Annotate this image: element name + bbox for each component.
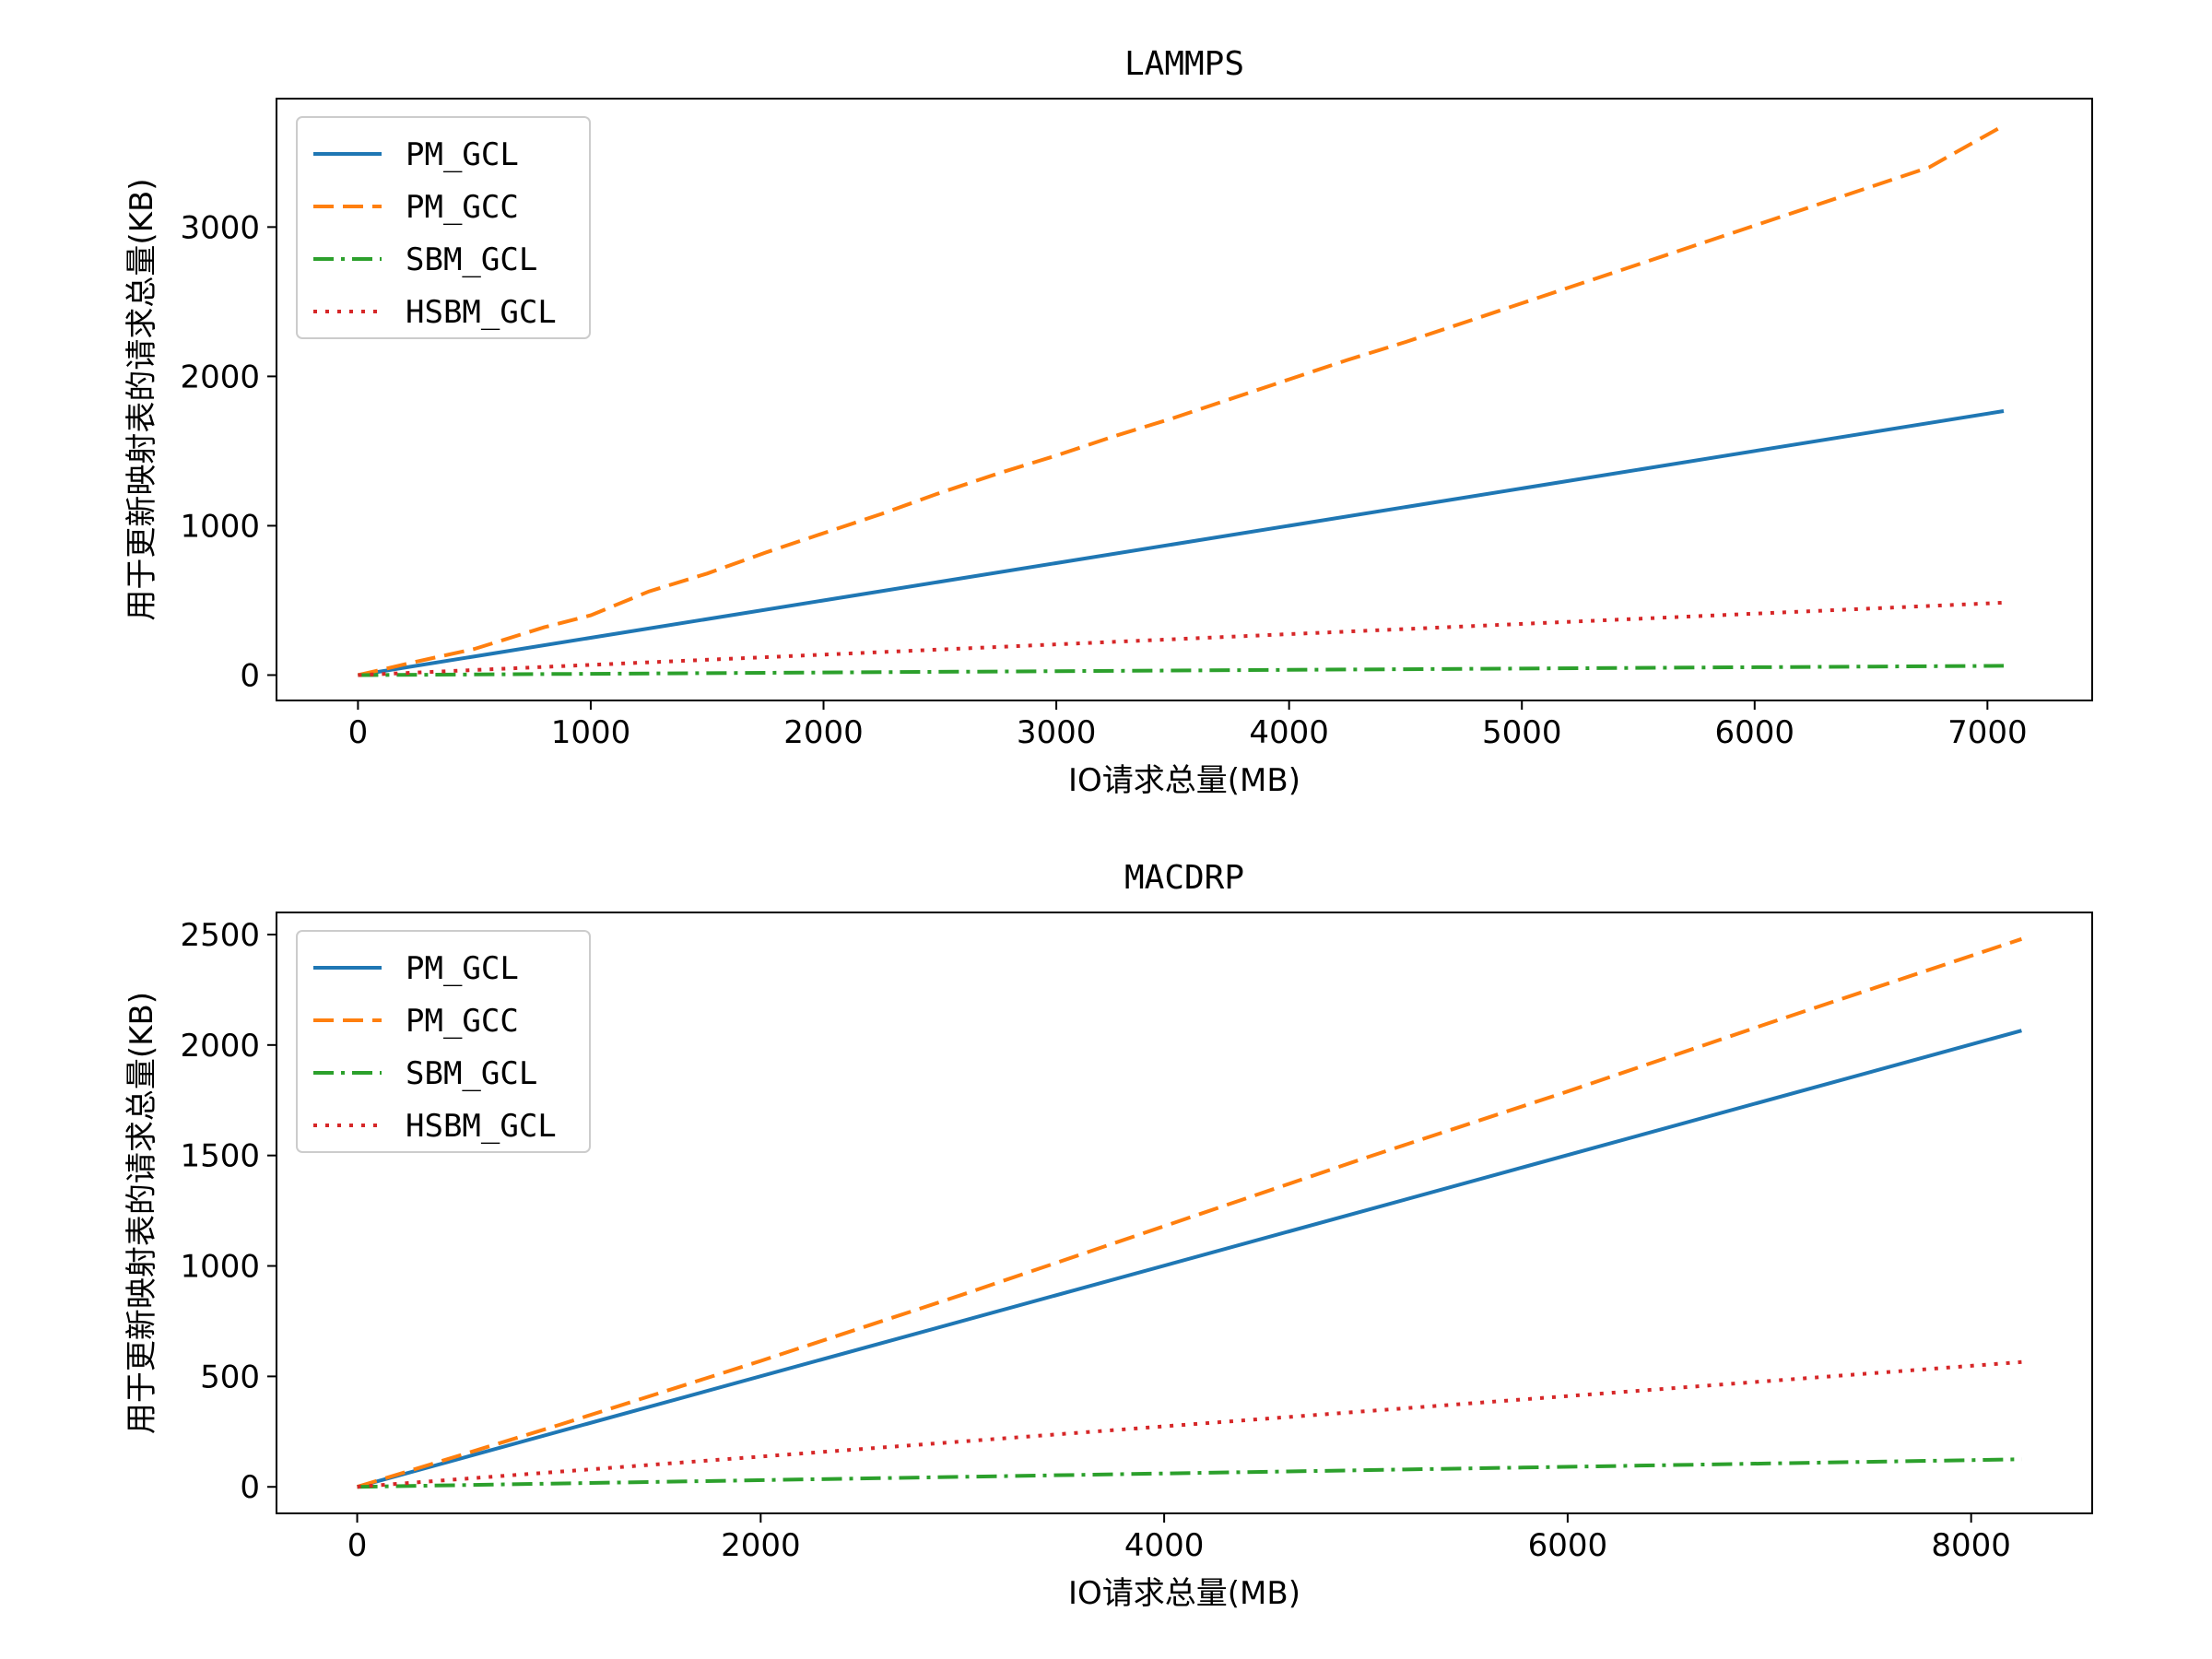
y-tick-label: 2000 [180,1028,260,1065]
legend-box [296,116,591,339]
y-tick-label: 3000 [180,209,260,246]
x-tick-label: 7000 [1947,714,2028,751]
x-tick-label: 4000 [1249,714,1329,751]
series-line-hsbm-gcl [358,600,2005,677]
chart-title: LAMMPS [1124,45,1244,83]
x-tick-label: 8000 [1931,1527,2011,1564]
legend-label: HSBM_GCL [406,294,557,331]
x-tick-label: 2000 [721,1527,801,1564]
subplot-2: 0 2000 4000 6000 8000 0 500 1000 1500 2000 2500 MAC… [124,859,2093,1612]
y-axis-label: 用于更新映射表的请求总量(KB) [124,992,160,1434]
series-line-pm-gcl [358,409,2005,677]
subplot-1: 0 1000 2000 3000 4000 5000 6000 7000 0 1000 2000 30… [124,45,2093,799]
y-tick-label: 1000 [180,508,260,545]
series-line-pm-gcc [357,124,2005,677]
y-axis-label: 用于更新映射表的请求总量(KB) [124,178,160,620]
x-tick-label: 0 [348,714,369,751]
series-line-hsbm-gcl [357,1359,2022,1489]
series-line-sbm-gcl [357,1457,2022,1489]
chart-title: MACDRP [1124,859,1244,897]
series-line-sbm-gcl [358,664,2005,677]
x-tick-label: 0 [347,1527,368,1564]
y-tick-label: 2500 [180,917,260,954]
axes-frame [276,98,2093,701]
x-tick-label: 4000 [1124,1527,1205,1564]
x-axis-label: IO请求总量(MB) [1068,762,1300,799]
x-tick-label: 1000 [551,714,631,751]
legend-label: PM_GCC [406,189,519,226]
series-line-pm-gcc [357,936,2023,1489]
legend-label: HSBM_GCL [406,1108,557,1145]
y-tick-label: 0 [240,657,260,694]
legend-label: PM_GCC [406,1003,519,1040]
x-tick-label: 5000 [1482,714,1562,751]
legend-box [296,930,591,1153]
legend-label: PM_GCL [406,950,519,987]
x-tick-label: 2000 [783,714,864,751]
x-tick-label: 6000 [1528,1527,1608,1564]
legend-label: PM_GCL [406,136,519,173]
y-tick-label: 1000 [180,1249,260,1286]
x-tick-label: 6000 [1715,714,1795,751]
y-tick-label: 2000 [180,359,260,395]
x-axis-label: IO请求总量(MB) [1068,1575,1300,1612]
series-line-pm-gcl [357,1029,2022,1489]
legend-label: SBM_GCL [406,241,537,278]
axes-frame [276,912,2093,1514]
y-tick-label: 500 [200,1359,260,1395]
y-tick-label: 1500 [180,1138,260,1175]
legend-label: SBM_GCL [406,1055,537,1092]
y-tick-label: 0 [240,1469,260,1506]
x-tick-label: 3000 [1017,714,1097,751]
